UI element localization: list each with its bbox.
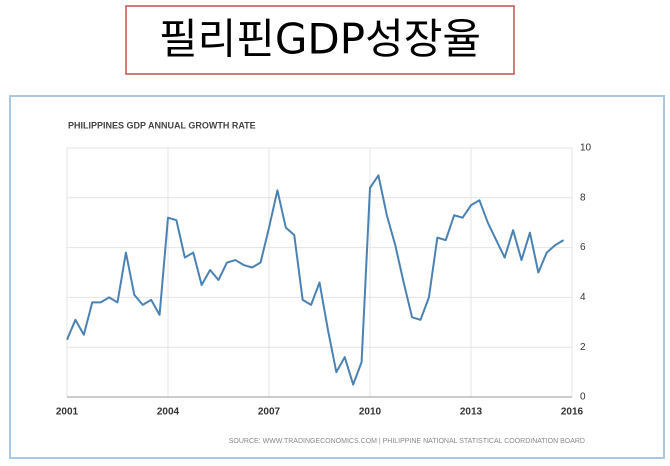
data-line [66,174,565,386]
page-title: 필리핀GDP성장율 [159,15,481,64]
y-tick-label: 6 [580,242,586,253]
x-tick-label: 2016 [561,407,584,418]
source: SOURCE: WWW.TRADINGECONOMICS.COM | PHILI… [229,438,585,445]
y-tick-label: 8 [580,192,586,203]
title-box [125,5,515,75]
x-tick-label: 2001 [56,407,79,418]
x-tick-label: 2004 [157,407,180,418]
x-tick-label: 2007 [258,407,281,418]
x-tick-label: 2010 [359,407,382,418]
x-tick-label: 2013 [460,407,483,418]
y-tick-label: 4 [580,292,586,303]
y-tick-label: 10 [580,143,592,154]
y-tick-label: 0 [580,392,586,403]
chart-frame [9,95,665,459]
y-tick-label: 2 [580,342,586,353]
chart-title: PHILIPPINES GDP ANNUAL GROWTH RATE [68,120,256,130]
